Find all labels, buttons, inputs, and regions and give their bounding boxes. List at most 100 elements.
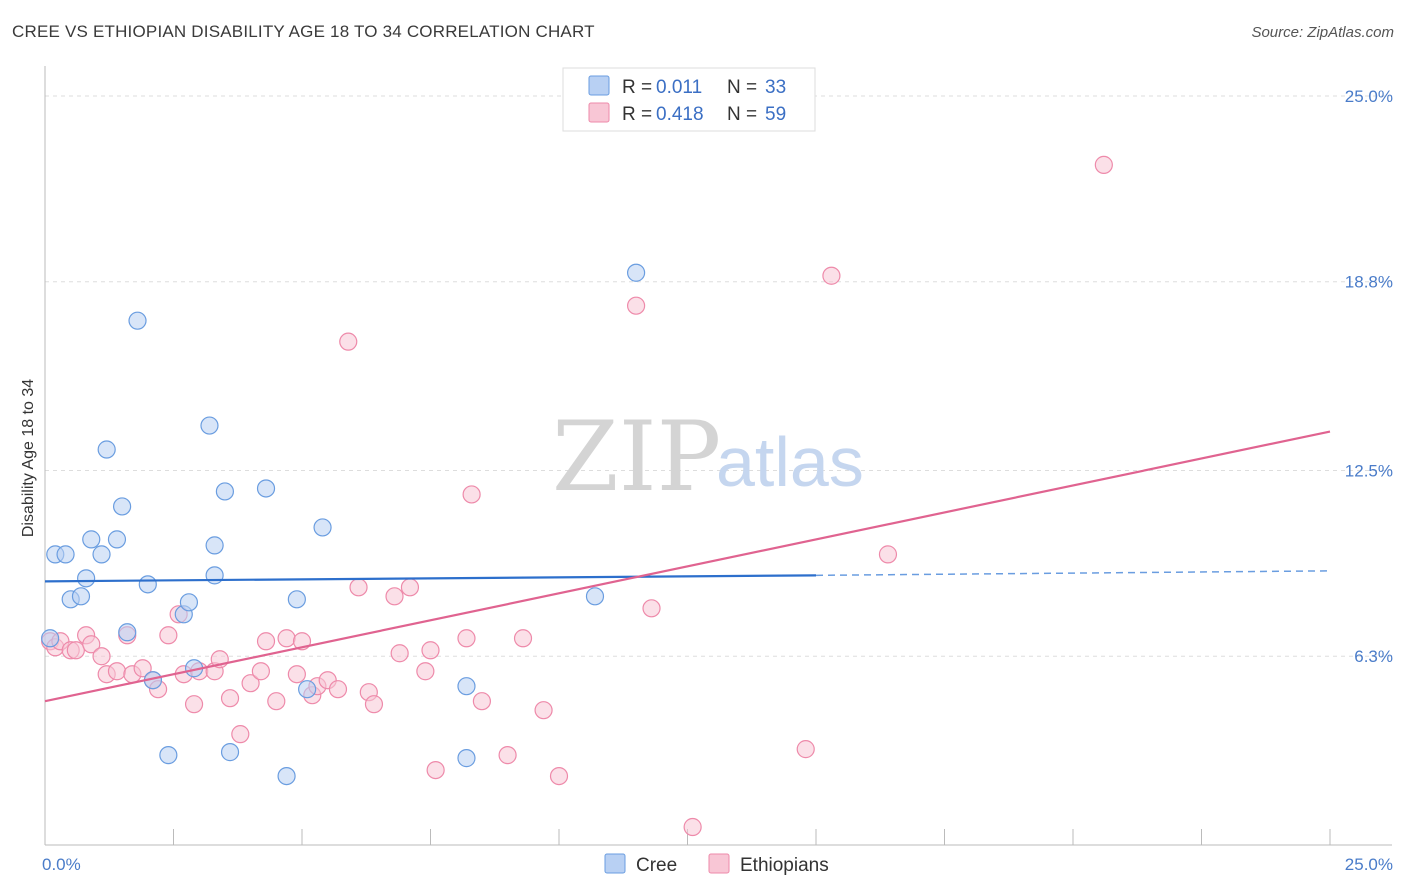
- ethiopians-point-9: [107, 662, 127, 681]
- ethiopians-point-18: [184, 695, 204, 714]
- legend-n-value-ethiopians: 59: [765, 104, 786, 125]
- cree-point-27: [298, 680, 317, 699]
- ethiopians-point-54: [683, 817, 702, 837]
- legend-swatch-cree: [588, 75, 610, 96]
- ethiopians-point-15: [159, 626, 178, 645]
- ethiopians-point-6: [82, 635, 101, 654]
- cree-point-20: [205, 536, 224, 555]
- axes: [44, 66, 1392, 846]
- cree-point-7: [92, 545, 111, 564]
- ethiopians-point-49: [513, 629, 533, 648]
- cree-point-9: [107, 530, 127, 549]
- ethiopians-point-23: [231, 725, 250, 744]
- cree-point-0: [41, 629, 60, 648]
- cree-point-28: [313, 518, 332, 537]
- trend-lines: [44, 430, 1331, 703]
- ethiopians-point-44: [426, 760, 445, 780]
- y-axis-title: Disability Age 18 to 34: [20, 379, 37, 537]
- ethiopians-point-47: [472, 692, 491, 711]
- watermark: ZIP atlas: [552, 401, 864, 513]
- cree-trend-line: [44, 574, 817, 583]
- bottom-legend-label-cree: Cree: [636, 855, 677, 876]
- ethiopians-point-35: [339, 332, 358, 351]
- ethiopians-point-40: [390, 644, 409, 663]
- cree-point-8: [97, 440, 116, 459]
- chart-title: CREE VS ETHIOPIAN DISABILITY AGE 18 TO 3…: [12, 22, 595, 41]
- y-tick-label-0: 6.3%: [1354, 647, 1393, 666]
- ethiopians-point-27: [267, 692, 286, 711]
- ethiopians-trend-line: [44, 430, 1331, 703]
- ethiopians-point-36: [349, 578, 368, 597]
- ethiopians-point-41: [400, 578, 420, 597]
- ethiopians-point-26: [256, 632, 276, 651]
- bottom-legend-label-ethiopians: Ethiopians: [740, 855, 829, 876]
- y-tick-label-2: 18.8%: [1345, 273, 1393, 292]
- legend-n-value-cree: 33: [765, 77, 786, 98]
- cree-point-24: [256, 479, 276, 498]
- cree-point-26: [287, 590, 306, 609]
- cree-point-11: [118, 623, 137, 642]
- legend-r-label-ethiopians: R =: [622, 104, 652, 125]
- y-tick-label-3: 25.0%: [1345, 87, 1393, 106]
- legend-r-label-cree: R =: [622, 77, 652, 98]
- y-tick-label-1: 12.5%: [1345, 461, 1393, 480]
- x-tick-label-max: 25.0%: [1345, 855, 1393, 874]
- cree-point-30: [457, 749, 476, 768]
- ethiopians-point-39: [385, 587, 404, 606]
- watermark-zip: ZIP: [552, 401, 721, 513]
- ethiopians-point-38: [364, 695, 384, 714]
- ethiopians-point-7: [92, 647, 111, 666]
- ethiopians-point-29: [287, 665, 306, 684]
- ethiopians-point-4: [66, 641, 85, 660]
- cree-point-19: [200, 416, 219, 435]
- cree-point-4: [71, 587, 91, 606]
- ethiopians-point-51: [549, 766, 569, 786]
- ethiopians-point-22: [220, 689, 240, 708]
- series-cree-points: [41, 263, 646, 786]
- bottom-legend-swatch-cree: [604, 853, 626, 874]
- ethiopians-point-43: [421, 641, 440, 660]
- legend-r-value-cree: 0.011: [656, 77, 702, 98]
- watermark-atlas: atlas: [716, 423, 864, 501]
- grid-lines: [45, 95, 1392, 657]
- ethiopians-point-56: [822, 266, 841, 285]
- legend-n-label-ethiopians: N =: [727, 104, 757, 125]
- series-legend: Cree Ethiopians: [604, 853, 829, 876]
- cree-point-29: [457, 677, 476, 696]
- cree-point-17: [179, 593, 199, 612]
- cree-point-21: [205, 566, 224, 585]
- ethiopians-point-12: [133, 659, 152, 678]
- cree-point-2: [56, 545, 75, 564]
- cree-point-10: [112, 497, 132, 516]
- x-tick-label-min: 0.0%: [42, 855, 81, 874]
- bottom-legend-swatch-ethiopians: [708, 853, 730, 874]
- ethiopians-point-46: [462, 485, 481, 504]
- cree-point-5: [77, 569, 96, 588]
- source-label: Source: ZipAtlas.com: [1251, 24, 1394, 41]
- legend-n-label-cree: N =: [727, 77, 757, 98]
- ethiopians-point-25: [251, 662, 270, 681]
- ethiopians-point-55: [796, 740, 815, 759]
- ethiopians-point-48: [498, 746, 517, 765]
- ethiopians-point-50: [534, 701, 553, 720]
- legend-r-value-ethiopians: 0.418: [656, 104, 704, 125]
- ethiopians-point-58: [1094, 155, 1113, 174]
- cree-point-13: [138, 575, 157, 594]
- cree-point-12: [128, 311, 147, 330]
- ethiopians-point-53: [642, 599, 661, 618]
- ethiopians-point-57: [878, 545, 898, 564]
- cree-trend-extension: [815, 570, 1331, 577]
- cree-point-23: [220, 743, 240, 762]
- legend-swatch-ethiopians: [588, 102, 610, 123]
- x-tick-labels: 0.0% 25.0%: [42, 855, 1393, 874]
- ethiopians-point-28: [277, 629, 296, 648]
- ethiopians-point-24: [241, 674, 260, 693]
- ethiopians-point-42: [416, 662, 435, 681]
- y-tick-labels: 6.3% 12.5% 18.8% 25.0%: [1345, 87, 1393, 666]
- cree-point-25: [277, 766, 296, 786]
- cree-point-15: [159, 746, 178, 765]
- correlation-legend: R = 0.011 N = 33 R = 0.418 N = 59: [562, 67, 816, 132]
- ethiopians-point-45: [457, 629, 476, 648]
- cree-point-31: [585, 587, 605, 606]
